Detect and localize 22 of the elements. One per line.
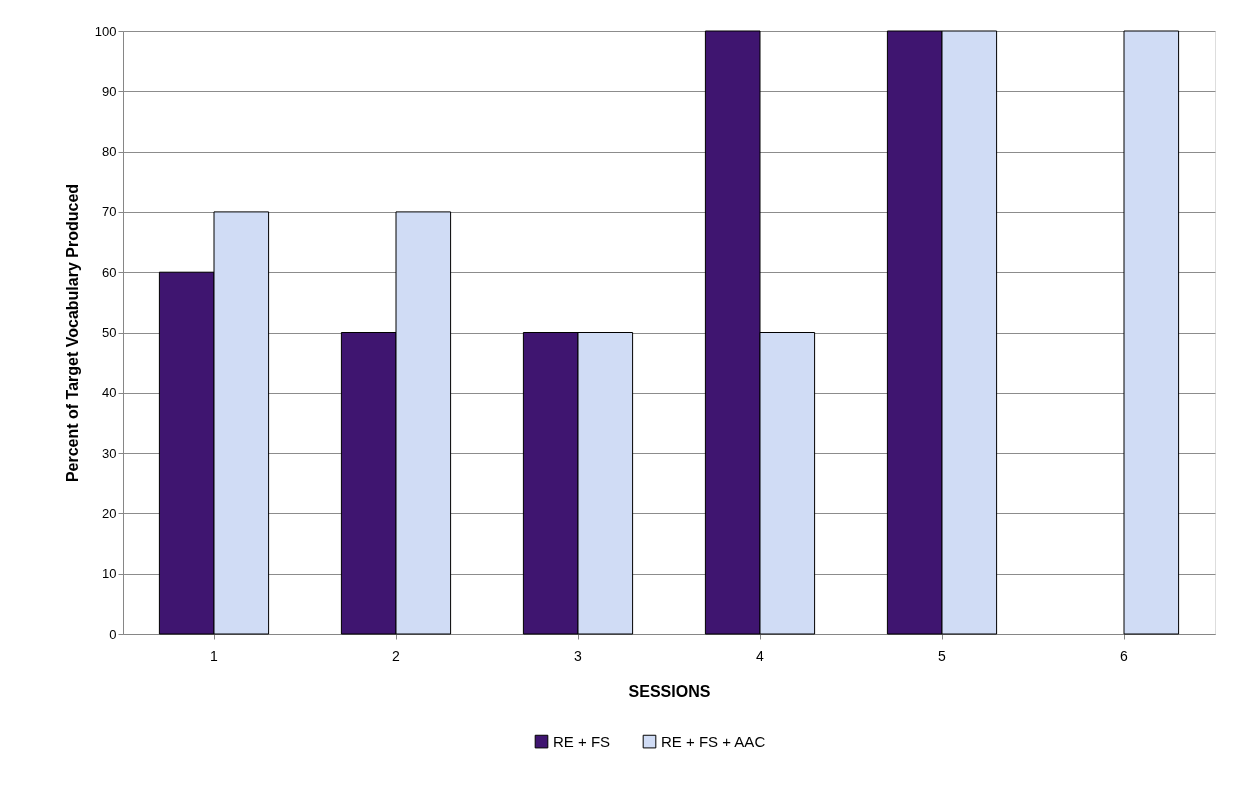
y-tick-label: 70 (102, 204, 117, 220)
bar (1123, 30, 1180, 635)
legend-label: RE + FS (553, 732, 611, 750)
x-axis-title: SESSIONS (628, 682, 711, 700)
x-tick-label: 2 (392, 647, 401, 664)
y-tick-label: 80 (102, 144, 117, 160)
y-tick-label: 100 (94, 23, 117, 39)
y-axis-title: Percent of Target Vocabulary Produced (63, 183, 81, 483)
y-tick-label: 30 (102, 445, 117, 461)
x-tick-label: 6 (1120, 647, 1129, 664)
x-tick-label: 5 (938, 647, 947, 664)
y-tick-label: 10 (102, 566, 117, 582)
x-tick-label: 3 (574, 647, 583, 664)
y-tick-label: 90 (102, 83, 117, 99)
y-tick-label: 60 (102, 264, 117, 280)
legend-label: RE + FS + AAC (661, 732, 766, 750)
x-tick-label: 4 (756, 647, 765, 664)
y-tick-label: 40 (102, 385, 117, 401)
y-tick-label: 0 (109, 626, 117, 642)
y-tick-label: 20 (102, 505, 117, 521)
y-tick-label: 50 (102, 325, 117, 340)
x-tick-label: 1 (210, 647, 219, 664)
